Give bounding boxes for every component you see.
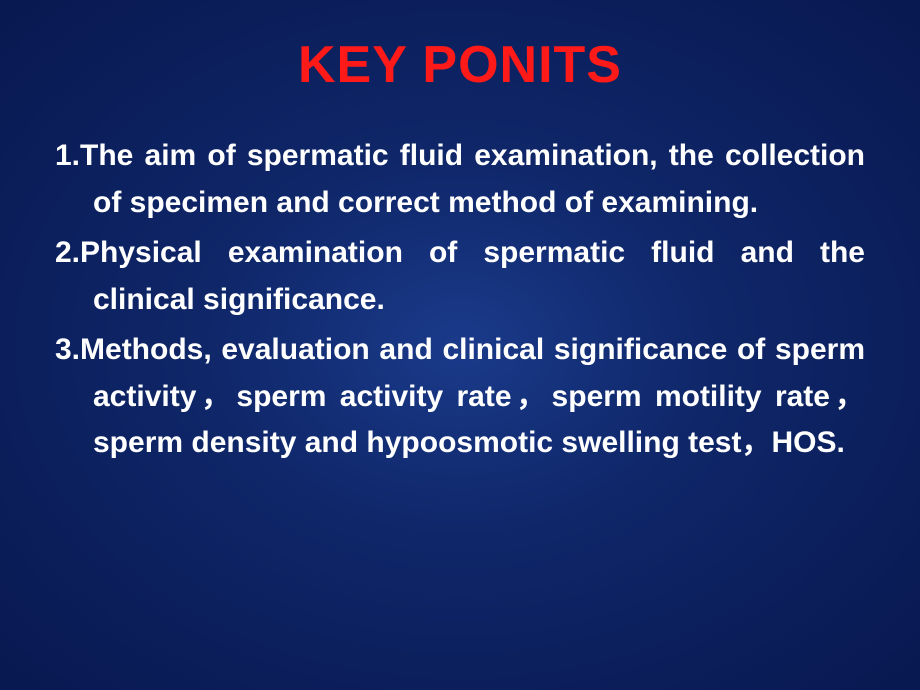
- point-3-text: 3.Methods, evaluation and clinical signi…: [55, 327, 865, 467]
- slide-container: KEY PONITS 1.The aim of spermatic fluid …: [0, 0, 920, 690]
- slide-content: 1.The aim of spermatic fluid examination…: [55, 133, 865, 467]
- point-1-text: 1.The aim of spermatic fluid examination…: [55, 133, 865, 226]
- point-2: 2.Physical examination of spermatic flui…: [55, 230, 865, 323]
- slide-title: KEY PONITS: [55, 35, 865, 95]
- point-2-text: 2.Physical examination of spermatic flui…: [55, 230, 865, 323]
- point-3: 3.Methods, evaluation and clinical signi…: [55, 327, 865, 467]
- point-1: 1.The aim of spermatic fluid examination…: [55, 133, 865, 226]
